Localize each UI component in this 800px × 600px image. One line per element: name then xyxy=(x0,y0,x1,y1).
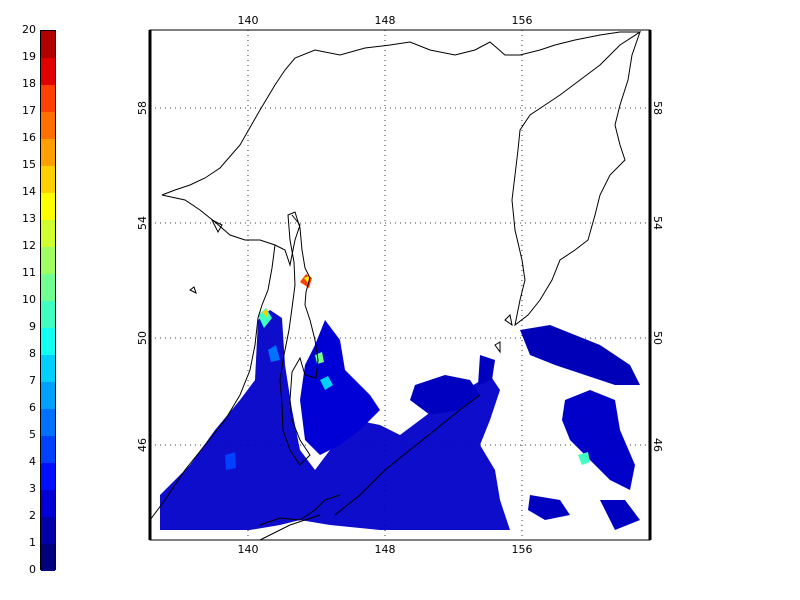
colorbar-segment xyxy=(41,544,55,571)
colorbar-segment xyxy=(41,220,55,247)
lon-tick-label-top: 140 xyxy=(238,14,259,27)
colorbar-segment xyxy=(41,301,55,328)
colorbar-segment xyxy=(41,247,55,274)
frame-ticks xyxy=(148,30,652,540)
lon-tick-label-top: 156 xyxy=(512,14,533,27)
colorbar-segment xyxy=(41,139,55,166)
lat-tick-label-left: 46 xyxy=(136,438,149,452)
lat-tick-label-right: 46 xyxy=(651,438,664,452)
lat-ticks-right: 46 50 54 58 xyxy=(651,101,664,452)
colorbar-label: 3 xyxy=(29,482,36,495)
lon-ticks-bottom: 140 148 156 xyxy=(238,543,533,556)
colorbar-segment xyxy=(41,328,55,355)
coastline xyxy=(149,30,641,541)
lat-tick-label-right: 50 xyxy=(651,331,664,345)
colorbar-segment xyxy=(41,517,55,544)
colorbar-label: 17 xyxy=(22,104,36,117)
colorbar-label: 13 xyxy=(22,212,36,225)
lon-ticks-top: 140 148 156 xyxy=(238,14,533,27)
colorbar-segment xyxy=(41,166,55,193)
colorbar-label: 20 xyxy=(22,23,36,36)
colorbar-segment xyxy=(41,58,55,85)
colorbar-label: 11 xyxy=(22,266,36,279)
colorbar-segment xyxy=(41,85,55,112)
colorbar-segment xyxy=(41,193,55,220)
colorbar-label: 6 xyxy=(29,401,36,414)
colorbar-label: 1 xyxy=(29,536,36,549)
lon-tick-label-bottom: 140 xyxy=(238,543,259,556)
colorbar-label: 4 xyxy=(29,455,36,468)
lat-tick-label-left: 54 xyxy=(136,216,149,230)
colorbar-segment xyxy=(41,112,55,139)
colorbar-segment xyxy=(41,355,55,382)
colorbar-label: 7 xyxy=(29,374,36,387)
lat-tick-label-left: 50 xyxy=(136,331,149,345)
colorbar-label: 16 xyxy=(22,131,36,144)
lon-tick-label-bottom: 156 xyxy=(512,543,533,556)
colorbar-segment xyxy=(41,409,55,436)
colorbar-segment xyxy=(41,463,55,490)
lat-tick-label-left: 58 xyxy=(136,101,149,115)
colorbar-segment xyxy=(41,31,55,58)
colorbar-label: 8 xyxy=(29,347,36,360)
colorbar-label: 10 xyxy=(22,293,36,306)
colorbar-segment xyxy=(41,490,55,517)
lat-tick-label-right: 58 xyxy=(651,101,664,115)
colorbar-label: 19 xyxy=(22,50,36,63)
colorbar-segment xyxy=(41,274,55,301)
colorbar-segment xyxy=(41,436,55,463)
colorbar-label: 18 xyxy=(22,77,36,90)
colorbar-label: 9 xyxy=(29,320,36,333)
lon-tick-label-top: 148 xyxy=(375,14,396,27)
data-field xyxy=(160,274,640,530)
colorbar xyxy=(40,30,56,571)
colorbar-label: 2 xyxy=(29,509,36,522)
colorbar-label: 12 xyxy=(22,239,36,252)
lat-tick-label-right: 54 xyxy=(651,216,664,230)
colorbar-label: 5 xyxy=(29,428,36,441)
colorbar-label: 0 xyxy=(29,563,36,576)
colorbar-segment xyxy=(41,382,55,409)
lon-tick-label-bottom: 148 xyxy=(375,543,396,556)
lat-ticks-left: 46 50 54 58 xyxy=(136,101,149,452)
colorbar-label: 15 xyxy=(22,158,36,171)
colorbar-label: 14 xyxy=(22,185,36,198)
